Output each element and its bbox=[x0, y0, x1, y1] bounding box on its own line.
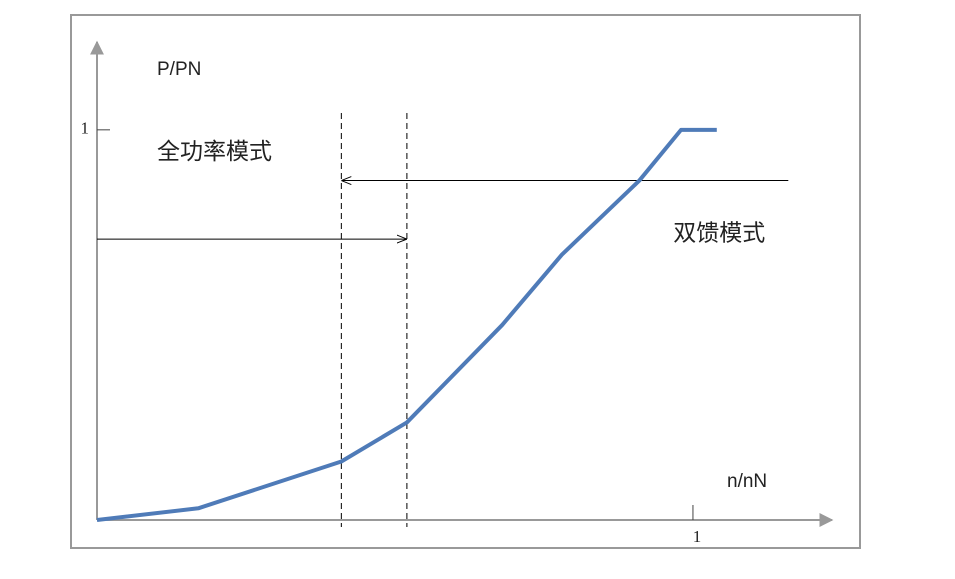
x-tick-label: 1 bbox=[693, 527, 702, 546]
mode-label: 双馈模式 bbox=[673, 221, 765, 247]
mode-label: 全功率模式 bbox=[157, 139, 272, 165]
frame bbox=[70, 14, 861, 549]
y-tick-label: 1 bbox=[81, 119, 90, 138]
x-axis-label: n/nN bbox=[727, 471, 767, 492]
curve bbox=[96, 127, 717, 522]
y-axis-label: P/PN bbox=[157, 59, 201, 80]
